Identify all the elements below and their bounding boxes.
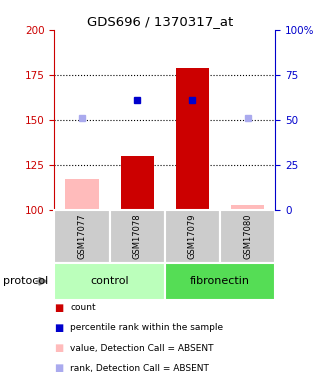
Text: ■: ■ bbox=[54, 343, 64, 353]
Text: rank, Detection Call = ABSENT: rank, Detection Call = ABSENT bbox=[70, 364, 209, 373]
Text: GSM17077: GSM17077 bbox=[77, 213, 86, 259]
Text: GSM17080: GSM17080 bbox=[243, 213, 252, 259]
Text: count: count bbox=[70, 303, 96, 312]
Text: value, Detection Call = ABSENT: value, Detection Call = ABSENT bbox=[70, 344, 214, 352]
Bar bbox=[54, 210, 109, 262]
Text: control: control bbox=[90, 276, 129, 286]
Bar bbox=[54, 262, 165, 300]
Text: percentile rank within the sample: percentile rank within the sample bbox=[70, 323, 224, 332]
Text: protocol: protocol bbox=[3, 276, 48, 286]
Bar bbox=[109, 210, 165, 262]
Bar bbox=[121, 156, 154, 210]
Text: GDS696 / 1370317_at: GDS696 / 1370317_at bbox=[87, 15, 233, 28]
Text: ■: ■ bbox=[54, 303, 64, 312]
Bar bbox=[176, 68, 209, 210]
Bar bbox=[220, 210, 275, 262]
Bar bbox=[165, 262, 275, 300]
Text: ■: ■ bbox=[54, 363, 64, 373]
Bar bbox=[165, 210, 220, 262]
Bar bbox=[66, 179, 99, 210]
Text: fibronectin: fibronectin bbox=[190, 276, 250, 286]
Text: GSM17079: GSM17079 bbox=[188, 213, 197, 259]
Text: GSM17078: GSM17078 bbox=[133, 213, 142, 259]
Bar bbox=[231, 205, 264, 210]
Text: ■: ■ bbox=[54, 323, 64, 333]
